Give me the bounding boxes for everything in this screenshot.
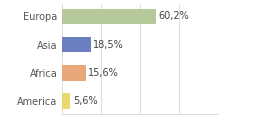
Text: 60,2%: 60,2% xyxy=(158,11,189,21)
Bar xyxy=(62,93,70,109)
Bar xyxy=(62,65,86,81)
Text: 15,6%: 15,6% xyxy=(88,68,119,78)
Bar xyxy=(62,9,156,24)
Text: 5,6%: 5,6% xyxy=(73,96,97,106)
Text: 18,5%: 18,5% xyxy=(93,40,124,50)
Bar xyxy=(62,37,91,52)
